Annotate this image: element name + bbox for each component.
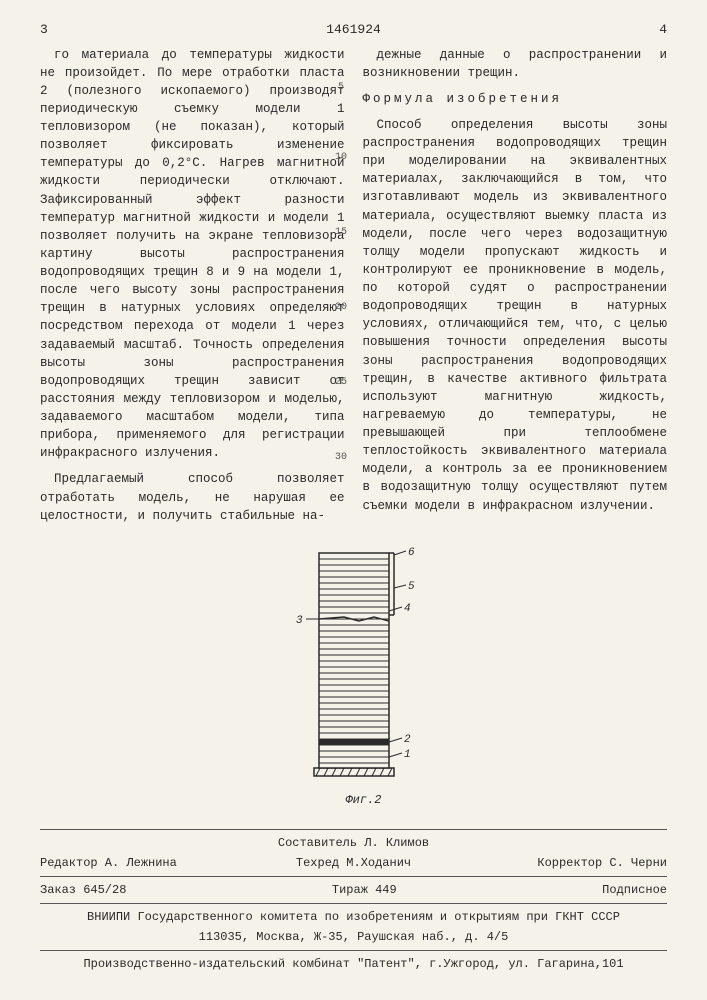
techred: Техред М.Ходанич	[249, 854, 458, 872]
line-num-15: 15	[335, 225, 347, 240]
address: 113035, Москва, Ж-35, Раушская наб., д. …	[40, 928, 667, 946]
org: ВНИИПИ Государственного комитета по изоб…	[40, 908, 667, 926]
left-para-2: Предлагаемый способ позволяет отработать…	[40, 470, 345, 524]
callout-4: 4	[404, 603, 411, 615]
right-column: дежные данные о распространении и возник…	[363, 46, 668, 533]
right-para-2: Способ определения высоты зоны распростр…	[363, 116, 668, 515]
compiler: Составитель Л. Климов	[249, 834, 458, 852]
page-num-left: 3	[40, 20, 100, 40]
callout-2: 2	[404, 734, 411, 746]
callout-5: 5	[408, 581, 415, 593]
line-num-30: 30	[335, 450, 347, 465]
formula-title: Формула изобретения	[363, 90, 668, 108]
credits: Составитель Л. Климов Редактор А. Лежнин…	[40, 829, 667, 973]
text-columns: го материала до температуры жидкости не …	[40, 46, 667, 533]
corrector: Корректор С. Черни	[458, 854, 667, 872]
callout-3: 3	[296, 615, 303, 627]
doc-number: 1461924	[100, 20, 607, 40]
figure-label: Фиг.2	[50, 791, 677, 809]
figure-svg: 6 5 4 3 2 1	[274, 543, 434, 783]
line-num-5: 5	[338, 80, 344, 95]
page: 3 1461924 4 го материала до температуры …	[0, 0, 707, 1000]
publisher: Производственно-издательский комбинат "П…	[40, 950, 667, 973]
editor: Редактор А. Лежнина	[40, 854, 249, 872]
callout-1: 1	[404, 749, 411, 761]
left-para-1: го материала до температуры жидкости не …	[40, 46, 345, 463]
page-num-right: 4	[607, 20, 667, 40]
right-para-1: дежные данные о распространении и возник…	[363, 46, 668, 82]
left-column: го материала до температуры жидкости не …	[40, 46, 345, 533]
header: 3 1461924 4	[40, 20, 667, 40]
tirage: Тираж 449	[332, 881, 397, 899]
line-num-25: 25	[335, 375, 347, 390]
figure-2: 6 5 4 3 2 1 Фиг.2	[40, 543, 667, 809]
subscription: Подписное	[602, 881, 667, 899]
line-num-20: 20	[335, 300, 347, 315]
order: Заказ 645/28	[40, 881, 126, 899]
line-num-10: 10	[335, 150, 347, 165]
callout-6: 6	[408, 547, 415, 559]
